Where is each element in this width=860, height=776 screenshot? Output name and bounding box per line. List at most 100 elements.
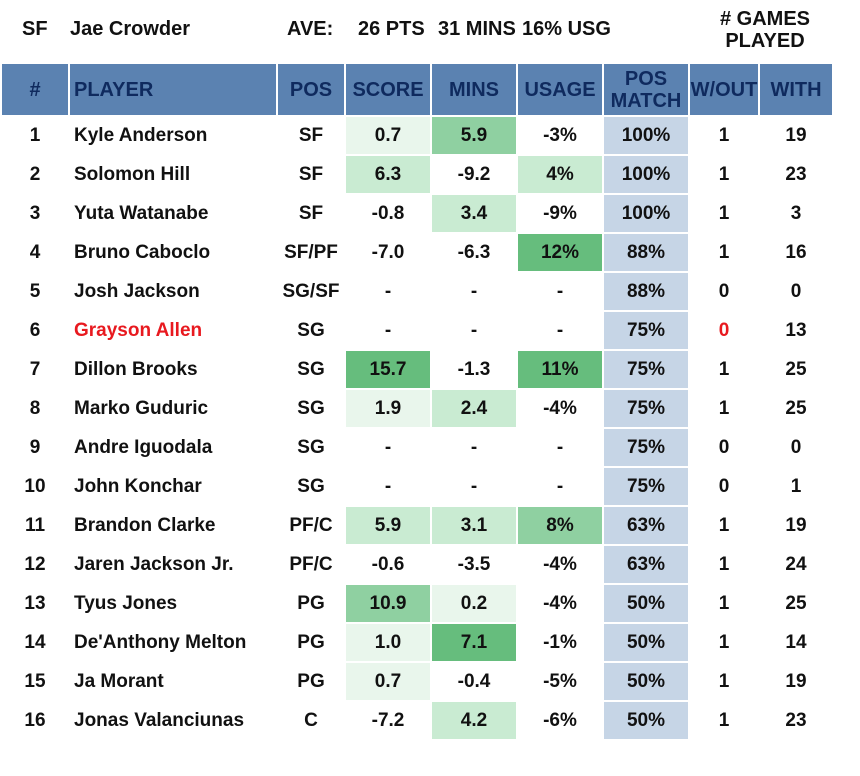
row-games-without: 1 — [718, 514, 730, 536]
row-position: PF/C — [289, 514, 333, 536]
row-pos-match: 63% — [604, 507, 688, 544]
row-num: 14 — [24, 631, 46, 653]
col-with-header: WITH — [760, 64, 832, 115]
row-player-name: Kyle Anderson — [74, 124, 208, 146]
row-pos-match: 75% — [604, 429, 688, 466]
row-num: 16 — [24, 709, 46, 731]
row-usage: 8% — [518, 507, 602, 544]
row-score: - — [346, 312, 430, 349]
row-num: 9 — [29, 436, 41, 458]
col-pos-match-header: POS MATCH — [604, 64, 688, 115]
row-pos-match: 50% — [604, 624, 688, 661]
row-games-with: 19 — [785, 514, 807, 536]
table-row: 6 Grayson Allen SG - - -75% 0 13 — [2, 312, 832, 349]
row-position: SG — [297, 319, 325, 341]
row-position: C — [304, 709, 318, 731]
games-line-2: PLAYED — [725, 30, 805, 52]
row-player-name: John Konchar — [74, 475, 202, 497]
table-row: 11 Brandon Clarke PF/C 5.9 3.1 8% 63% 1 19 — [2, 507, 832, 544]
header-games-played: # GAMES PLAYED — [690, 8, 840, 52]
row-score: 0.7 — [346, 663, 430, 700]
col-without-header: W/OUT — [690, 64, 758, 115]
row-pos-match: 100% — [604, 117, 688, 154]
row-player-name: Dillon Brooks — [74, 358, 198, 380]
row-score: 1.9 — [346, 390, 430, 427]
row-games-without: 1 — [718, 163, 730, 185]
row-mins: 3.4 — [432, 195, 516, 232]
row-player-name: Jaren Jackson Jr. — [74, 553, 234, 575]
row-games-with: 0 — [790, 280, 802, 302]
row-usage: -3% — [518, 117, 602, 154]
row-score: - — [346, 273, 430, 310]
row-games-without: 1 — [718, 631, 730, 653]
row-mins: - — [432, 273, 516, 310]
row-player-name: Ja Morant — [74, 670, 164, 692]
header-position: SF — [22, 18, 48, 40]
row-player-name: Bruno Caboclo — [74, 241, 211, 263]
row-score: - — [346, 468, 430, 505]
row-position: SG/SF — [282, 280, 340, 302]
table-row: 14 De'Anthony Melton PG 1.0 7.1 -1% 50% 1 14 — [2, 624, 832, 661]
row-mins: -1.3 — [432, 351, 516, 388]
row-player-name: Solomon Hill — [74, 163, 191, 185]
row-games-with: 0 — [790, 436, 802, 458]
table-row: 2 Solomon Hill SF 6.3 -9.2 4% 100% 1 23 — [2, 156, 832, 193]
header-ave-label: AVE: — [287, 18, 334, 40]
col-player-header: PLAYER — [70, 64, 276, 115]
table-row: 16 Jonas Valanciunas C -7.2 4.2 -6% 50% 1 23 — [2, 702, 832, 739]
row-games-without: 1 — [718, 397, 730, 419]
row-mins: - — [432, 312, 516, 349]
row-games-without: 1 — [718, 241, 730, 263]
row-usage: -4% — [518, 546, 602, 583]
table-row: 12 Jaren Jackson Jr. PF/C -0.6 -3.5 -4% 63% 1 24 — [2, 546, 832, 583]
row-games-with: 19 — [785, 124, 807, 146]
col-pos-header: POS — [278, 64, 344, 115]
pos-match-line-1: POS — [624, 67, 668, 90]
row-score: -0.6 — [346, 546, 430, 583]
row-pos-match: 75% — [604, 390, 688, 427]
row-games-with: 25 — [785, 358, 807, 380]
row-usage: -1% — [518, 624, 602, 661]
row-num: 1 — [29, 124, 41, 146]
row-num: 8 — [29, 397, 41, 419]
row-player-name: Yuta Watanabe — [74, 202, 209, 224]
row-position: SF — [298, 202, 324, 224]
col-num-header: # — [2, 64, 68, 115]
row-num: 12 — [24, 553, 46, 575]
row-usage: -5% — [518, 663, 602, 700]
row-mins: -9.2 — [432, 156, 516, 193]
row-pos-match: 88% — [604, 234, 688, 271]
row-pos-match: 100% — [604, 195, 688, 232]
row-usage: -9% — [518, 195, 602, 232]
row-num: 13 — [24, 592, 46, 614]
table-row: 3 Yuta Watanabe SF -0.8 3.4 -9% 100% 1 3 — [2, 195, 832, 232]
row-num: 5 — [29, 280, 41, 302]
row-player-name: Marko Guduric — [74, 397, 209, 419]
row-games-with: 1 — [790, 475, 802, 497]
row-score: 5.9 — [346, 507, 430, 544]
header-usage: 16% USG — [522, 18, 611, 40]
row-position: SG — [297, 436, 325, 458]
row-usage: 4% — [518, 156, 602, 193]
row-mins: -6.3 — [432, 234, 516, 271]
row-games-with: 23 — [785, 163, 807, 185]
row-player-name: Brandon Clarke — [74, 514, 216, 536]
row-position: PF/C — [289, 553, 333, 575]
pos-match-line-2: MATCH — [610, 89, 682, 112]
table-row: 9 Andre Iguodala SG - - -75% 0 0 — [2, 429, 832, 466]
row-games-without: 1 — [718, 709, 730, 731]
col-score-header: SCORE — [346, 64, 430, 115]
table-row: 15 Ja Morant PG 0.7 -0.4 -5% 50% 1 19 — [2, 663, 832, 700]
row-mins: -3.5 — [432, 546, 516, 583]
row-games-with: 14 — [785, 631, 807, 653]
row-player-name: De'Anthony Melton — [74, 631, 247, 653]
row-games-with: 16 — [785, 241, 807, 263]
row-pos-match: 100% — [604, 156, 688, 193]
table-row: 10 John Konchar SG - - -75% 0 1 — [2, 468, 832, 505]
row-score: 10.9 — [346, 585, 430, 622]
row-position: SG — [297, 397, 325, 419]
row-num: 6 — [29, 319, 41, 341]
table-row: 13 Tyus Jones PG 10.9 0.2 -4% 50% 1 25 — [2, 585, 832, 622]
row-player-name: Jonas Valanciunas — [74, 709, 245, 731]
row-games-with: 13 — [785, 319, 807, 341]
